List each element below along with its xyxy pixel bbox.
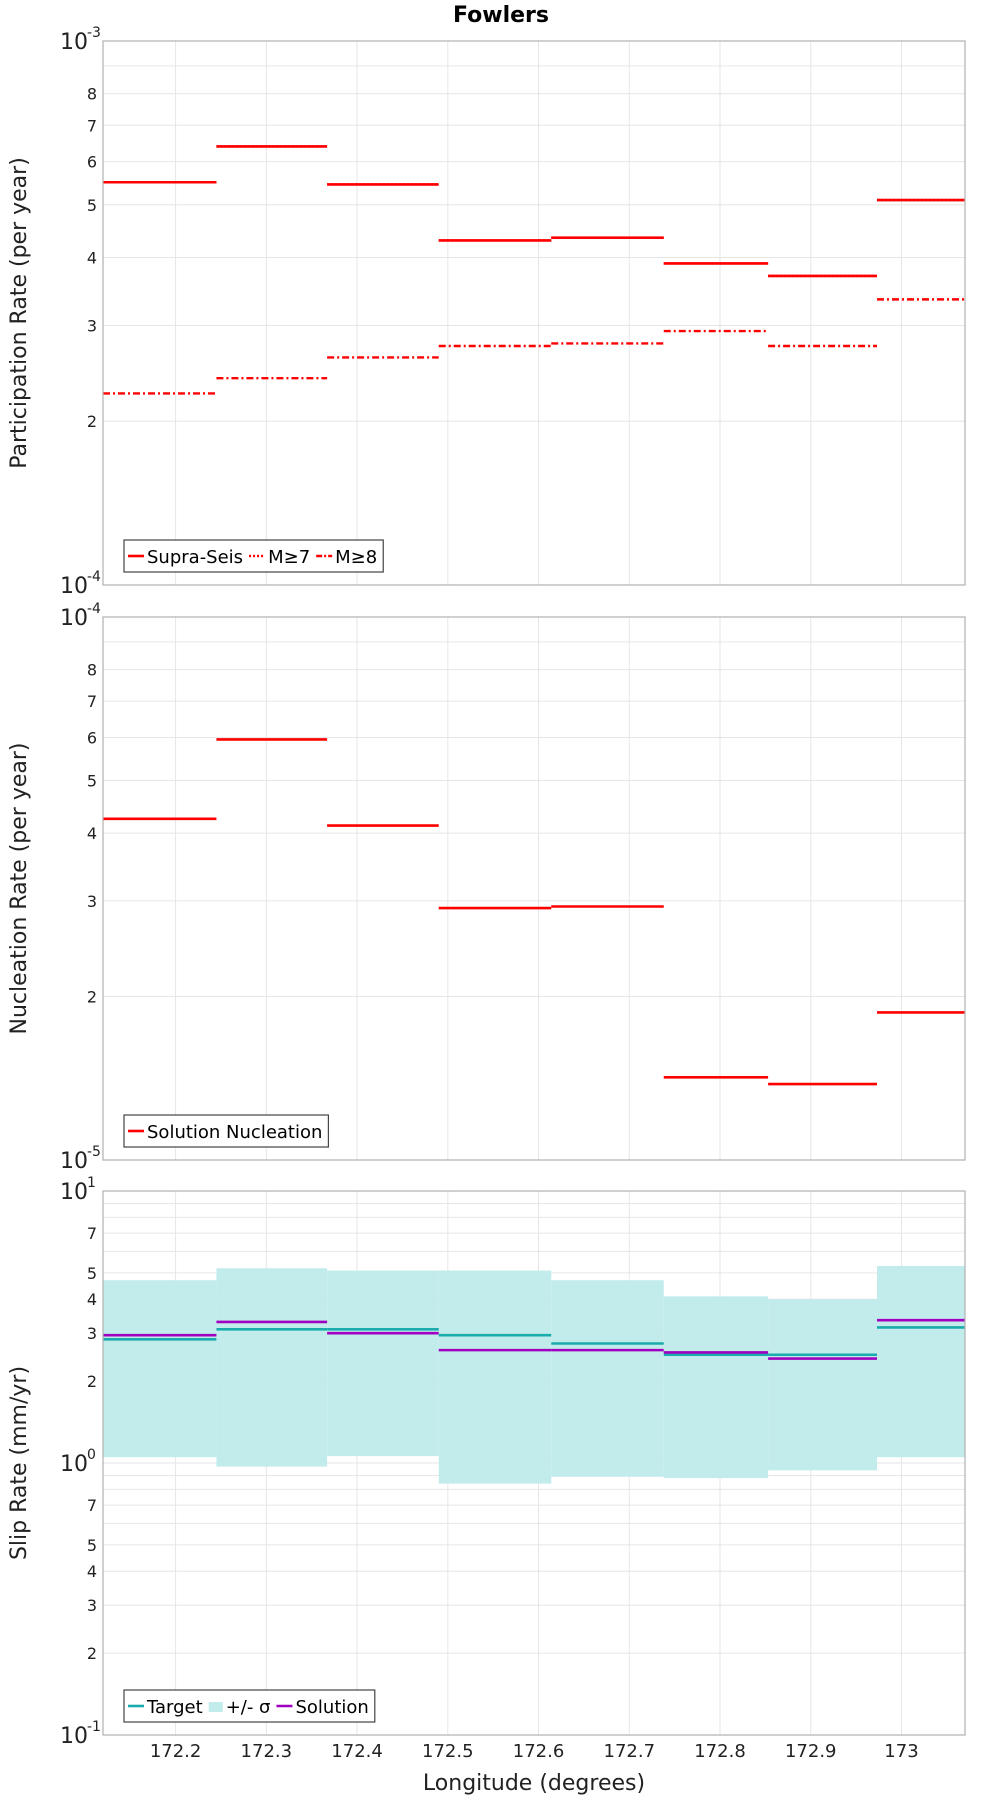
legend: Target +/- σ Solution [123,1689,376,1723]
y-major-tick-label: 10 [60,30,88,55]
sigma-band-segment [663,1296,769,1479]
y-major-tick-label: 10 [60,1149,88,1174]
y-tick-label: 2 [87,412,97,431]
legend-box [123,1114,330,1148]
y-tick-label: 5 [87,771,97,790]
sigma-band-segment [876,1265,965,1458]
y-tick-label: 5 [87,196,97,215]
sigma-band-segment [216,1268,328,1467]
x-tick-label: 172.6 [513,1741,565,1762]
legend: Supra-Seis M≥7 M≥8 [123,539,384,573]
y-major-tick-exponent: 1 [87,1175,96,1191]
x-tick-label: 172.8 [694,1741,746,1762]
gridlines [103,617,965,1161]
series-m-8 [103,298,965,395]
y-major-tick-label: 10 [60,574,88,599]
legend-swatch [208,1702,223,1712]
sigma-band-segment [103,1280,217,1458]
y-tick-label: 4 [87,1290,97,1309]
y-tick-label: 4 [87,1562,97,1581]
y-major-tick-label: 10 [60,1180,88,1205]
sigma-band-segment [327,1270,439,1457]
series-solution [103,1318,965,1360]
y-tick-label: 2 [87,1644,97,1663]
sigma-band [103,1265,965,1484]
y-tick-label: 5 [87,1536,97,1555]
chart-title: Fowlers [453,3,549,28]
legend-label: +/- σ [226,1697,271,1718]
y-axis-label: Participation Rate (per year) [7,157,32,469]
x-tick-label: 172.4 [331,1741,383,1762]
y-major-tick-exponent: -4 [87,569,101,585]
sigma-band-segment [551,1280,664,1477]
x-axis-label: Longitude (degrees) [423,1771,645,1796]
y-tick-label: 5 [87,1264,97,1283]
y-tick-label: 7 [87,692,97,711]
y-tick-label: 2 [87,1372,97,1391]
x-tick-label: 172.9 [785,1741,837,1762]
plot-frame [102,40,966,586]
legend-label: Supra-Seis [147,547,243,568]
y-tick-label: 6 [87,153,97,172]
x-tick-label: 172.5 [422,1741,474,1762]
x-tick-label: 172.3 [241,1741,293,1762]
series-supra-seis [103,145,965,278]
sigma-band-segment [768,1299,877,1471]
y-axis-label: Slip Rate (mm/yr) [7,1366,32,1560]
series-m-7 [103,145,965,278]
x-tick-label: 173 [884,1741,918,1762]
legend-box [123,1689,376,1723]
y-tick-label: 3 [87,892,97,911]
y-tick-label: 8 [87,85,97,104]
y-tick-label: 7 [87,1224,97,1243]
y-tick-label: 6 [87,728,97,747]
y-tick-label: 7 [87,1496,97,1515]
y-tick-label: 8 [87,661,97,680]
y-major-tick-label: 10 [60,1724,88,1749]
y-tick-label: 4 [87,824,97,843]
y-major-tick-label: 10 [60,606,88,631]
series-target [103,1326,965,1357]
legend: Solution Nucleation [123,1114,330,1148]
legend-label: Solution [295,1697,368,1718]
y-major-tick-exponent: 0 [87,1447,96,1463]
x-tick-labels: 172.2 172.3 172.4 172.5 172.6 172.7 172.8 172.9… [150,1741,919,1762]
legend-label: Solution Nucleation [147,1122,322,1143]
y-major-tick-label: 10 [60,1452,88,1477]
x-tick-label: 172.2 [150,1741,202,1762]
y-major-tick-exponent: -5 [87,1144,101,1160]
y-major-tick-exponent: -3 [87,25,101,41]
legend-label: M≥7 [268,547,310,568]
legend-label: Target [146,1697,203,1718]
y-tick-label: 7 [87,116,97,135]
y-tick-label: 3 [87,1596,97,1615]
legend-label: M≥8 [335,547,377,568]
series-solution-nucleation [103,738,965,1086]
y-major-tick-exponent: -1 [87,1719,101,1735]
y-tick-label: 3 [87,316,97,335]
plot-frame [102,1190,966,1736]
gridlines [103,41,965,586]
y-tick-label: 4 [87,248,97,267]
x-tick-label: 172.7 [604,1741,656,1762]
y-major-tick-exponent: -4 [87,601,101,617]
y-tick-label: 2 [87,988,97,1007]
sigma-band-segment [438,1270,552,1484]
plot-frame [102,616,966,1161]
y-axis-label: Nucleation Rate (per year) [7,743,32,1035]
y-tick-label: 3 [87,1324,97,1343]
